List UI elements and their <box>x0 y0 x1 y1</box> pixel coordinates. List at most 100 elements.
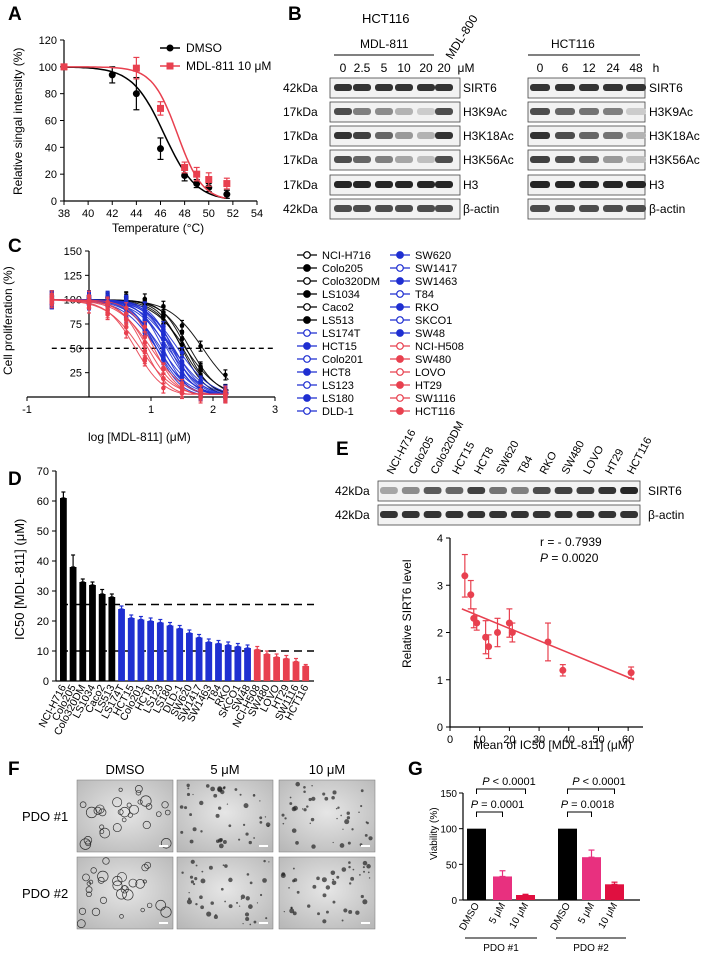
panel-f-organoid <box>142 879 147 884</box>
panel-f-debris <box>253 837 255 839</box>
panel-c-point <box>223 394 228 400</box>
panel-f-organoid <box>102 857 110 865</box>
blot-b-band-label: H3 <box>463 178 479 192</box>
legend-label-HCT116: HCT116 <box>415 406 455 418</box>
blot-e-band <box>489 487 507 494</box>
panel-c-point <box>179 391 185 396</box>
blot-e-band <box>467 511 486 518</box>
panel-e-x-tick-label: 0 <box>447 734 453 746</box>
legend-marker <box>303 290 311 298</box>
panel-a-chart: Relative singal intensity (%) Temperatur… <box>11 35 271 235</box>
panel-f-organoid <box>85 886 93 894</box>
panel-d-bar-HCT116 <box>302 666 310 681</box>
panel-f-debris <box>195 864 198 867</box>
blot-b-band <box>375 84 393 91</box>
panel-a-y-tick-label: 0 <box>51 196 57 208</box>
legend-marker <box>303 394 311 402</box>
blot-b-band <box>626 205 646 212</box>
panel-g-bar-4 <box>582 857 601 900</box>
panel-a-point-dmso <box>223 190 231 198</box>
blot-b-kda: 17kDa <box>283 129 318 143</box>
panel-g-bar-5 <box>605 884 624 900</box>
panel-f-image-bg <box>176 856 274 930</box>
panel-d-bar-Colo320DM <box>79 582 87 681</box>
panel-f-debris <box>248 904 253 909</box>
panel-c-point <box>123 330 129 336</box>
panel-e-point <box>473 619 481 627</box>
panel-f-organoid <box>82 873 90 882</box>
panel-f-debris <box>332 878 335 881</box>
blot-b-band <box>579 181 599 188</box>
legend-label-DLD-1: DLD-1 <box>322 406 354 418</box>
blot-b-time-label: 6 <box>562 61 569 75</box>
panel-f-debris <box>187 787 190 790</box>
panel-f-debris <box>368 836 373 841</box>
legend-label-SW1116: SW1116 <box>415 393 456 405</box>
panel-d-chart: IC50 [MDL-811] (μM) 010203040506070NCI-H… <box>12 466 314 737</box>
panel-g-pvalue-value: < 0.0001 <box>580 776 626 788</box>
panel-f-debris <box>348 865 351 869</box>
panel-f-organoid <box>83 836 93 845</box>
panel-c-point <box>179 370 185 376</box>
panel-f-organoid <box>112 823 122 833</box>
blot-b-band <box>626 132 646 139</box>
panel-f-debris <box>246 873 250 876</box>
legend-label-T84: T84 <box>415 289 434 301</box>
panel-f-debris <box>367 871 370 874</box>
panel-f-debris <box>349 882 352 885</box>
panel-f-debris <box>283 911 285 913</box>
panel-f-debris <box>256 902 259 904</box>
blot-e-lane-HCT8: HCT8 <box>472 445 496 476</box>
panel-f-image-1-0 <box>76 856 174 930</box>
legend-label-NCI-H716: NCI-H716 <box>322 250 371 262</box>
blot-b-conc-label: 2.5 <box>354 61 371 75</box>
panel-e-point <box>494 629 502 636</box>
panel-d-bar-NCI-H508 <box>253 649 261 681</box>
panel-f-organoid <box>99 896 108 904</box>
blot-b-band <box>353 108 371 115</box>
panel-f-row-label: PDO #2 <box>22 886 68 901</box>
legend-marker <box>396 342 404 350</box>
panel-f-organoid <box>88 879 94 885</box>
panel-f-organoid <box>91 907 101 917</box>
panel-f-debris <box>242 923 244 925</box>
panel-f-debris <box>228 877 233 883</box>
blot-b-band <box>353 84 371 91</box>
blot-b-band <box>579 84 599 91</box>
panel-g-x-label-4: 5 μM <box>576 901 597 926</box>
blot-b-time-unit: h <box>653 61 660 75</box>
panel-f-debris <box>335 807 338 810</box>
panel-c-x-tick-label: 2 <box>210 404 216 416</box>
blot-e-strip <box>377 480 641 502</box>
blot-e-band <box>467 487 486 494</box>
panel-e-point <box>482 633 490 641</box>
panel-f-debris <box>252 794 256 797</box>
blot-b-conc-unit: μM <box>458 61 475 75</box>
blot-b-conc-label: 20 <box>437 61 451 75</box>
panel-f-debris <box>326 910 329 914</box>
panel-c-xlabel: log [MDL-811] (μM) <box>88 430 191 444</box>
panel-d-bar-LS180 <box>166 625 174 681</box>
panel-d-bar-SKCO1 <box>234 646 242 681</box>
panel-f-debris <box>281 813 285 817</box>
panel-c-x-tick-label: -1 <box>22 404 32 416</box>
panel-g-pvalue: P = 0.0001 <box>471 799 525 811</box>
panel-d-bar-SW1417 <box>195 637 203 681</box>
panel-b-western-blots: HCT116 MDL-811 MDL-800 HCT116 0 2.5 5 10 20 2… <box>283 11 700 220</box>
panel-f-debris <box>262 878 267 883</box>
panel-a-y-tick-label: 20 <box>45 169 57 181</box>
panel-letter-e: E <box>336 439 349 460</box>
panel-a-y-tick-label: 60 <box>45 116 57 128</box>
panel-f-organoid <box>140 795 152 807</box>
blot-b-right-timepoints: 0 6 12 24 48 h <box>537 61 660 75</box>
panel-f-debris <box>295 781 300 787</box>
panel-f-debris <box>263 859 266 863</box>
panel-letter-b: B <box>288 4 302 25</box>
blot-e-band <box>401 511 420 518</box>
blot-b-band-label: H3 <box>649 178 665 192</box>
legend-label-HCT15: HCT15 <box>322 341 357 353</box>
panel-f-debris <box>208 865 213 870</box>
panel-f-organoid <box>98 808 107 817</box>
panel-e-y-tick-label: 2 <box>437 628 443 640</box>
legend-label-Colo205: Colo205 <box>322 263 363 275</box>
